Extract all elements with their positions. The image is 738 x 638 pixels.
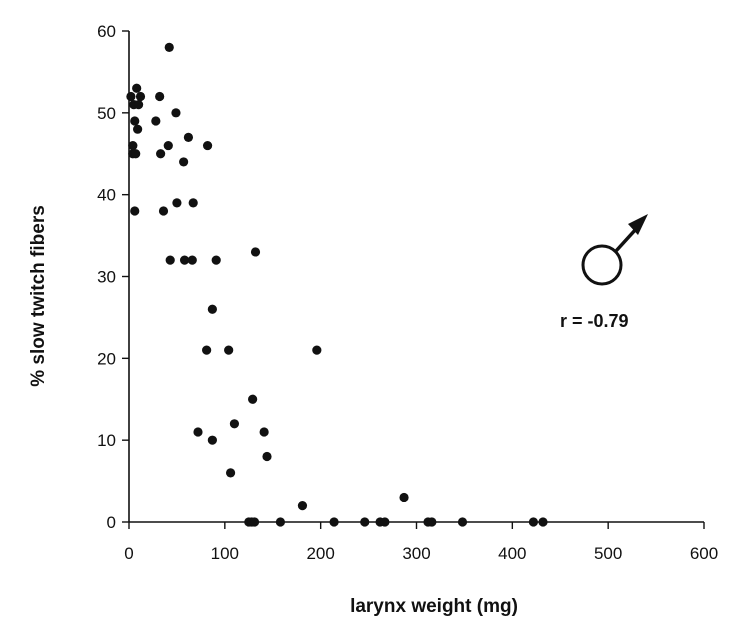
data-point <box>187 255 197 265</box>
data-point <box>183 132 194 142</box>
correlation-annotation: r = -0.79 <box>560 311 629 331</box>
data-point <box>360 517 370 527</box>
data-point <box>275 517 286 527</box>
data-point <box>155 91 165 102</box>
data-point <box>133 100 144 110</box>
data-point <box>312 345 322 355</box>
x-tick-label: 600 <box>690 544 718 563</box>
data-point <box>250 247 261 257</box>
data-point <box>262 451 272 462</box>
data-point <box>164 42 174 52</box>
data-point <box>130 116 140 126</box>
data-points <box>126 42 548 527</box>
data-point <box>130 206 140 216</box>
data-point <box>538 517 548 527</box>
data-point <box>225 468 236 478</box>
x-tick-label: 300 <box>402 544 430 563</box>
x-tick-label: 200 <box>306 544 334 563</box>
data-point <box>249 517 260 527</box>
data-point <box>297 501 308 511</box>
data-point <box>126 91 136 102</box>
data-point <box>329 517 339 527</box>
data-point <box>380 517 390 527</box>
data-point <box>528 517 539 527</box>
data-point <box>248 394 258 404</box>
data-point <box>179 255 190 265</box>
data-point <box>128 140 138 151</box>
data-point <box>135 91 146 102</box>
data-point <box>132 83 142 93</box>
data-point <box>457 517 468 527</box>
y-tick-label: 40 <box>97 186 116 205</box>
x-ticks: 0 100 200 300 400 500 600 <box>124 522 718 563</box>
data-point <box>259 427 269 437</box>
data-point <box>207 435 217 445</box>
data-point <box>163 140 173 151</box>
x-tick-label: 100 <box>211 544 239 563</box>
data-point <box>224 345 234 355</box>
data-point <box>207 304 217 314</box>
y-tick-label: 50 <box>97 104 116 123</box>
y-tick-label: 60 <box>97 22 116 41</box>
male-symbol-icon <box>581 214 648 286</box>
y-tick-label: 20 <box>97 349 116 368</box>
y-tick-label: 0 <box>107 513 116 532</box>
data-point <box>156 149 166 159</box>
data-point <box>151 116 161 126</box>
y-tick-label: 10 <box>97 431 116 450</box>
x-tick-label: 500 <box>594 544 622 563</box>
y-tick-label: 30 <box>97 268 116 287</box>
data-point <box>399 492 409 503</box>
data-point <box>211 255 221 265</box>
data-point <box>131 149 141 159</box>
y-ticks: 0 10 20 30 40 50 60 <box>97 22 129 532</box>
data-point <box>133 124 143 134</box>
data-point <box>202 140 213 151</box>
data-point <box>179 157 189 167</box>
x-axis-title: larynx weight (mg) <box>350 596 518 617</box>
data-point <box>229 419 240 429</box>
data-point <box>171 108 181 118</box>
data-point <box>158 206 169 216</box>
data-point <box>188 198 198 208</box>
data-point <box>202 345 212 355</box>
y-axis-title: % slow twitch fibers <box>28 205 49 387</box>
data-point <box>193 427 203 437</box>
data-point <box>427 517 437 527</box>
data-point <box>165 255 175 265</box>
x-tick-label: 400 <box>498 544 526 563</box>
x-tick-label: 0 <box>124 544 133 563</box>
data-point <box>172 198 182 208</box>
